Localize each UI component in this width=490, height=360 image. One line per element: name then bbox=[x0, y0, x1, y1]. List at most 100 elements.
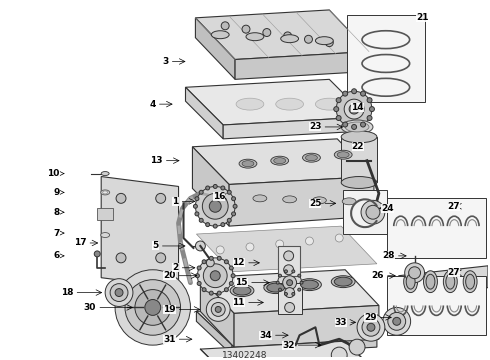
Circle shape bbox=[343, 91, 347, 96]
Circle shape bbox=[110, 284, 128, 302]
Ellipse shape bbox=[276, 98, 303, 110]
Circle shape bbox=[227, 190, 231, 194]
Circle shape bbox=[202, 193, 228, 219]
Circle shape bbox=[336, 98, 341, 103]
Circle shape bbox=[209, 291, 213, 295]
Ellipse shape bbox=[423, 271, 438, 293]
Circle shape bbox=[206, 297, 230, 321]
Text: 28: 28 bbox=[382, 251, 395, 260]
Ellipse shape bbox=[334, 277, 352, 286]
Text: 9: 9 bbox=[53, 188, 60, 197]
Circle shape bbox=[298, 288, 301, 291]
Ellipse shape bbox=[342, 198, 356, 205]
Circle shape bbox=[116, 193, 126, 203]
Circle shape bbox=[246, 243, 254, 251]
Ellipse shape bbox=[264, 282, 288, 293]
Ellipse shape bbox=[230, 285, 254, 297]
Circle shape bbox=[336, 91, 372, 127]
Ellipse shape bbox=[316, 37, 333, 45]
Text: 27: 27 bbox=[447, 268, 460, 277]
Circle shape bbox=[227, 218, 231, 222]
Circle shape bbox=[409, 267, 420, 279]
Ellipse shape bbox=[274, 158, 286, 164]
Ellipse shape bbox=[271, 156, 289, 165]
Bar bbox=[341, 137, 377, 183]
Circle shape bbox=[232, 197, 236, 201]
Circle shape bbox=[361, 91, 366, 96]
Text: 5: 5 bbox=[152, 242, 159, 251]
Circle shape bbox=[263, 28, 271, 36]
Circle shape bbox=[278, 274, 281, 277]
Circle shape bbox=[367, 116, 372, 121]
Ellipse shape bbox=[341, 131, 377, 143]
Bar bbox=[387, 198, 486, 258]
Circle shape bbox=[283, 276, 296, 289]
Polygon shape bbox=[196, 311, 232, 355]
Polygon shape bbox=[200, 278, 234, 347]
Polygon shape bbox=[235, 51, 369, 79]
Polygon shape bbox=[101, 176, 178, 288]
Circle shape bbox=[217, 291, 221, 295]
Circle shape bbox=[343, 122, 347, 127]
Ellipse shape bbox=[101, 172, 109, 176]
Circle shape bbox=[206, 259, 214, 267]
Circle shape bbox=[352, 89, 357, 94]
Circle shape bbox=[278, 271, 301, 294]
Polygon shape bbox=[97, 208, 113, 220]
Text: 2: 2 bbox=[172, 263, 178, 272]
Text: 4: 4 bbox=[149, 100, 156, 109]
Circle shape bbox=[199, 218, 203, 222]
Circle shape bbox=[206, 222, 210, 226]
Polygon shape bbox=[229, 176, 374, 226]
Circle shape bbox=[224, 288, 228, 292]
Text: 17: 17 bbox=[74, 238, 86, 247]
Circle shape bbox=[278, 288, 281, 291]
Circle shape bbox=[210, 271, 220, 281]
Text: 19: 19 bbox=[163, 305, 175, 314]
Text: 31: 31 bbox=[163, 335, 175, 344]
Ellipse shape bbox=[426, 274, 435, 289]
Circle shape bbox=[221, 186, 225, 190]
Circle shape bbox=[197, 258, 233, 293]
Circle shape bbox=[115, 270, 191, 345]
Circle shape bbox=[292, 270, 295, 273]
Circle shape bbox=[298, 274, 301, 277]
Text: 30: 30 bbox=[84, 303, 96, 312]
Circle shape bbox=[357, 314, 385, 341]
Circle shape bbox=[304, 35, 313, 43]
Circle shape bbox=[349, 104, 359, 114]
Text: 20: 20 bbox=[163, 271, 175, 280]
Text: 13402248: 13402248 bbox=[222, 351, 268, 360]
Circle shape bbox=[284, 32, 292, 40]
Ellipse shape bbox=[334, 150, 352, 159]
Circle shape bbox=[292, 292, 295, 296]
Circle shape bbox=[285, 302, 294, 312]
Text: 13: 13 bbox=[150, 156, 163, 165]
Bar bbox=[278, 283, 301, 314]
Circle shape bbox=[213, 184, 217, 188]
Circle shape bbox=[229, 266, 233, 270]
Ellipse shape bbox=[463, 271, 477, 293]
Ellipse shape bbox=[466, 274, 475, 289]
Polygon shape bbox=[196, 226, 377, 272]
Circle shape bbox=[285, 270, 288, 273]
Circle shape bbox=[361, 122, 366, 127]
Circle shape bbox=[388, 312, 406, 330]
Ellipse shape bbox=[345, 122, 369, 132]
Circle shape bbox=[344, 99, 364, 119]
Polygon shape bbox=[193, 139, 374, 184]
Circle shape bbox=[369, 107, 374, 112]
Circle shape bbox=[217, 256, 221, 260]
Polygon shape bbox=[223, 117, 367, 139]
Ellipse shape bbox=[341, 120, 373, 134]
Ellipse shape bbox=[236, 98, 264, 110]
Ellipse shape bbox=[283, 196, 296, 203]
Polygon shape bbox=[234, 306, 379, 347]
Text: 18: 18 bbox=[61, 288, 74, 297]
Ellipse shape bbox=[211, 31, 229, 39]
Circle shape bbox=[202, 260, 206, 264]
Circle shape bbox=[335, 234, 343, 242]
Circle shape bbox=[366, 205, 380, 219]
Circle shape bbox=[325, 39, 333, 46]
Circle shape bbox=[125, 280, 180, 335]
